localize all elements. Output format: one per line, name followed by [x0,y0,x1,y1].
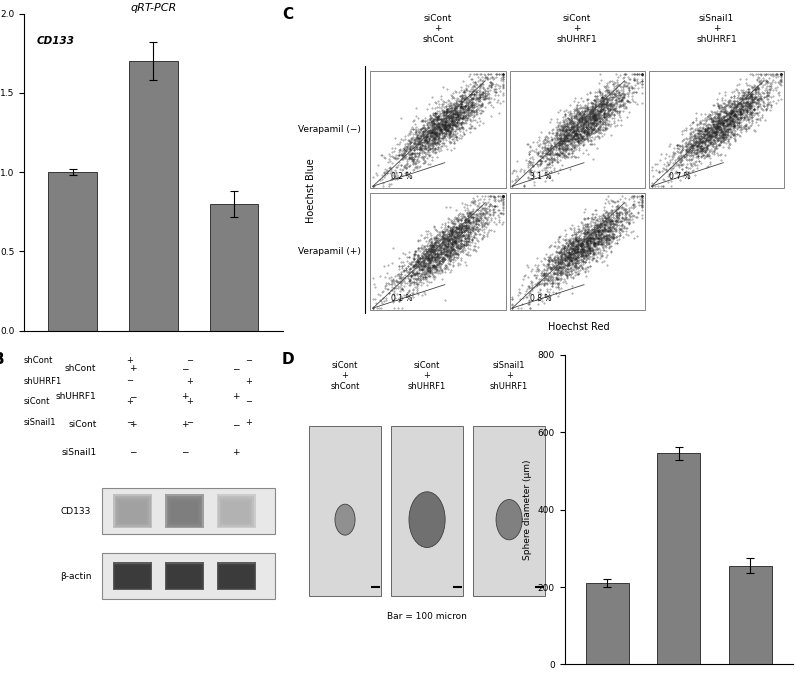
Text: siCont
+
shCont: siCont + shCont [422,14,453,44]
Text: Bar = 100 micron: Bar = 100 micron [387,612,467,621]
Text: siCont: siCont [24,397,50,406]
Text: −: − [127,377,134,386]
Text: −: − [129,448,136,457]
Bar [168,498,201,525]
Text: D: D [281,351,294,366]
Text: Hoechst Blue: Hoechst Blue [306,158,316,223]
Ellipse shape [335,504,355,535]
Bar [170,499,199,523]
Bar [171,501,198,522]
Ellipse shape [496,499,522,540]
Text: −: − [129,392,136,401]
Bar [217,494,256,528]
Bar [119,501,146,522]
Bar [217,562,256,590]
Bar [658,453,700,664]
Text: −: − [246,356,252,365]
Text: siSnail1: siSnail1 [61,448,96,457]
Bar [165,494,203,528]
Text: 0.7 %: 0.7 % [669,173,690,182]
Text: +: + [246,377,252,386]
Bar [586,583,629,664]
Bar [729,566,771,664]
Bar [116,566,149,587]
Bar [129,61,178,331]
Text: +: + [127,356,134,365]
Bar [221,499,251,523]
Bar [117,567,148,586]
Bar [118,499,147,523]
Bar [218,564,255,589]
Text: shUHRF1: shUHRF1 [56,392,96,401]
Text: −: − [232,364,240,373]
Bar [167,496,203,527]
Bar [169,567,200,586]
Text: −: − [186,356,193,365]
Title: qRT-PCR: qRT-PCR [131,3,176,13]
Text: 3.1 %: 3.1 % [529,173,551,182]
Bar [219,498,252,525]
Text: C: C [282,8,293,22]
Text: 0.1 %: 0.1 % [391,295,412,303]
Text: B: B [0,351,5,366]
Y-axis label: Sphere diameter (μm): Sphere diameter (μm) [523,460,532,560]
Text: +: + [186,377,193,386]
Text: shCont: shCont [65,364,96,373]
Text: CD133: CD133 [37,36,75,46]
Text: shCont: shCont [24,356,54,365]
Text: −: − [181,364,188,373]
Bar [115,496,151,527]
Text: −: − [181,448,188,457]
Text: Hoechst Red: Hoechst Red [549,323,610,332]
Text: +: + [129,420,136,429]
Bar [116,498,149,525]
Bar [102,488,275,534]
Text: −: − [232,420,240,429]
Bar [48,172,97,331]
Text: siCont
+
shUHRF1: siCont + shUHRF1 [408,361,446,390]
Text: +: + [181,392,188,401]
Text: +: + [127,397,134,406]
Bar [219,566,252,587]
Text: +: + [181,420,188,429]
Text: +: + [129,364,136,373]
Text: siSnail1: siSnail1 [24,418,57,427]
Bar [113,494,152,528]
Bar [165,562,203,590]
Text: −: − [246,397,252,406]
Text: shUHRF1: shUHRF1 [24,377,62,386]
Bar [168,566,201,587]
Bar [219,565,254,588]
Text: 0.2 %: 0.2 % [391,173,412,182]
Bar [115,564,151,589]
Bar [223,501,249,522]
Text: siSnail1
+
shUHRF1: siSnail1 + shUHRF1 [696,14,737,44]
Text: CD133: CD133 [61,507,91,516]
Bar [115,565,150,588]
Bar [210,204,259,331]
Bar [167,565,202,588]
Text: siCont
+
shUHRF1: siCont + shUHRF1 [557,14,598,44]
Ellipse shape [409,492,445,547]
Text: Verapamil (+): Verapamil (+) [298,247,360,256]
Bar [219,496,254,527]
Bar [102,553,275,599]
Text: +: + [232,392,240,401]
Text: siCont
+
shCont: siCont + shCont [330,361,360,390]
Text: +: + [232,448,240,457]
Bar [220,567,252,586]
Text: +: + [186,397,193,406]
Bar [166,564,203,589]
Text: siSnail1
+
shUHRF1: siSnail1 + shUHRF1 [490,361,528,390]
Text: Verapamil (−): Verapamil (−) [298,125,360,134]
Text: siCont: siCont [68,420,96,429]
Text: −: − [127,418,134,427]
Bar [113,562,152,590]
Text: 0.8 %: 0.8 % [529,295,551,303]
Text: β-actin: β-actin [60,572,91,581]
Text: +: + [246,418,252,427]
Text: −: − [186,418,193,427]
